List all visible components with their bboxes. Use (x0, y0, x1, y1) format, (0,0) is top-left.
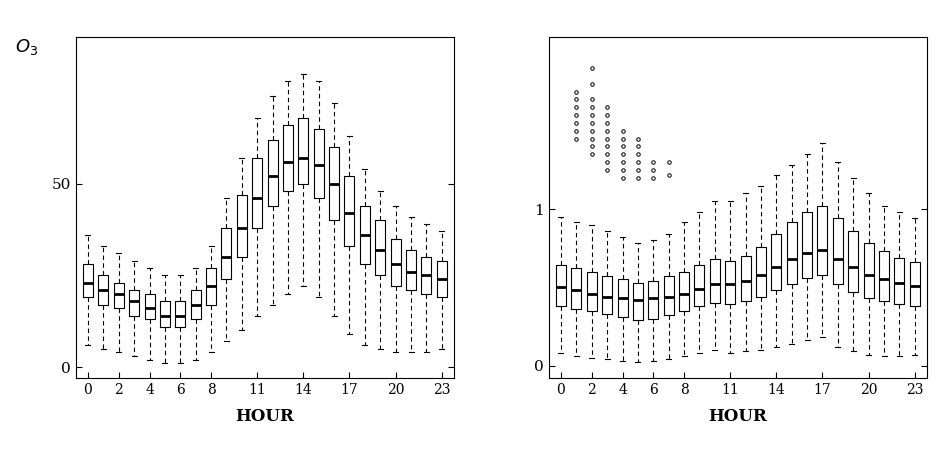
X-axis label: HOUR: HOUR (709, 408, 767, 425)
Text: $O_3$: $O_3$ (15, 37, 38, 57)
X-axis label: HOUR: HOUR (236, 408, 294, 425)
